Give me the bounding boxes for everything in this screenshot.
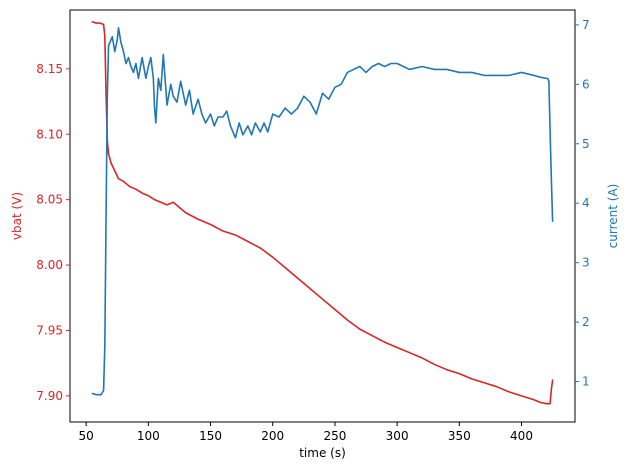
x-tick-label: 400 xyxy=(510,429,533,443)
y-right-tick-label: 7 xyxy=(582,18,590,32)
x-tick-label: 150 xyxy=(199,429,222,443)
x-tick-label: 350 xyxy=(448,429,471,443)
y-right-tick-label: 1 xyxy=(582,375,590,389)
x-tick-label: 50 xyxy=(79,429,94,443)
y-left-tick-label: 7.90 xyxy=(36,389,63,403)
x-tick-label: 100 xyxy=(137,429,160,443)
series-layer xyxy=(91,20,554,405)
y-right-tick-label: 4 xyxy=(582,196,590,210)
y-right-tick-label: 5 xyxy=(582,137,590,151)
x-tick-label: 250 xyxy=(323,429,346,443)
y-right-tick-label: 3 xyxy=(582,256,590,270)
y-left-tick-label: 8.00 xyxy=(36,258,63,272)
x-axis-label: time (s) xyxy=(299,446,346,460)
y-right-tick-label: 6 xyxy=(582,77,590,91)
y-axis-left-label: vbat (V) xyxy=(10,192,24,240)
y-left-tick-label: 8.15 xyxy=(36,62,63,76)
y-left-tick-label: 8.10 xyxy=(36,127,63,141)
axes-layer: 50 100 150 200 250 300 350 400 7.90 7.95 8.00 8.05 8… xyxy=(36,18,589,443)
series-line-right xyxy=(91,27,554,396)
y-axis-right-label: current (A) xyxy=(606,184,620,249)
x-tick-label: 300 xyxy=(386,429,409,443)
series-line-left xyxy=(91,20,554,405)
y-left-tick-label: 7.95 xyxy=(36,323,63,337)
plot-frame xyxy=(69,9,576,423)
y-right-tick-label: 2 xyxy=(582,315,590,329)
x-tick-label: 200 xyxy=(261,429,284,443)
y-left-tick-label: 8.05 xyxy=(36,193,63,207)
